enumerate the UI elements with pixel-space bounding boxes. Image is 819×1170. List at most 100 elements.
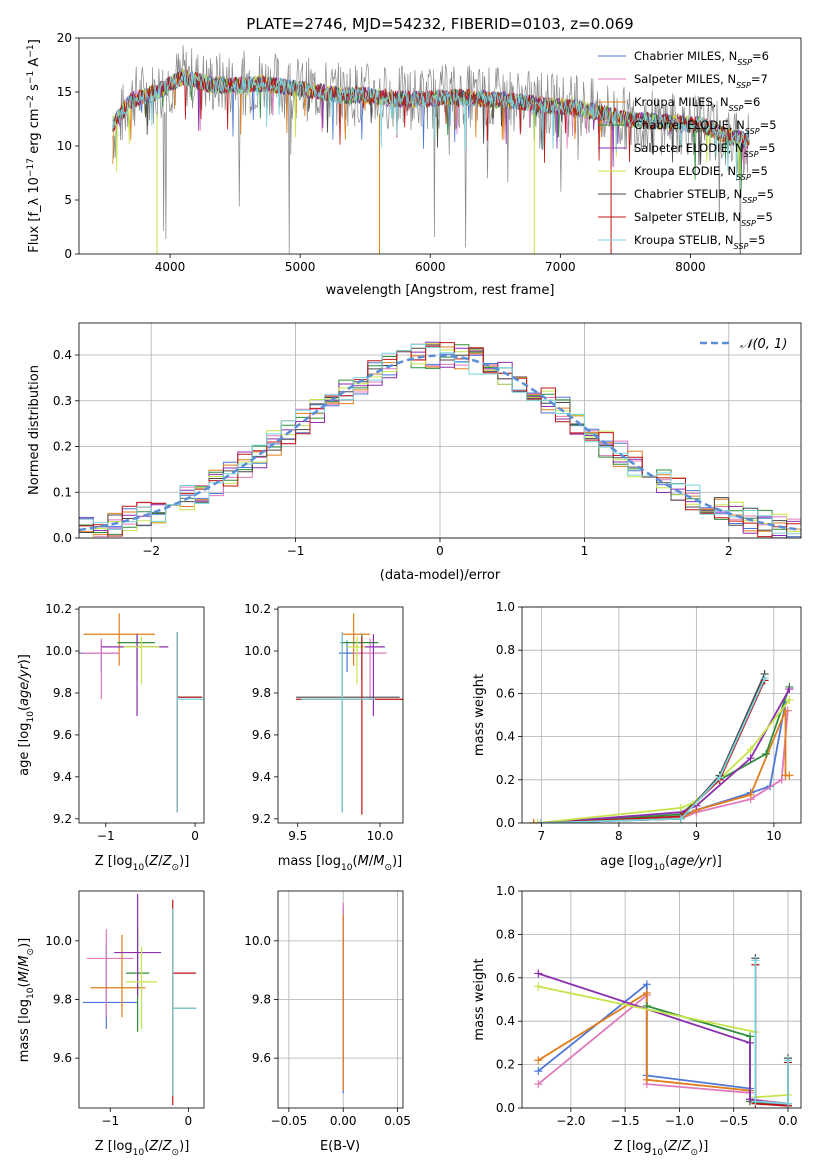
x-tick-label: 8000	[675, 260, 706, 274]
x-tick-label: −1	[287, 544, 305, 558]
mass-weight-marker	[762, 749, 771, 758]
plot-area	[296, 613, 403, 815]
residual-histogram-panel: −2 −1 0 1 2 0.0 0.1 0.2 0.3 0.4 (data-model)/error…	[27, 322, 802, 583]
legend-label: Chabrier STELIB, NSSP=5	[634, 187, 774, 205]
x-tick-label: 0	[191, 829, 199, 843]
x-tick-label: −2.0	[556, 1114, 585, 1128]
mass-weight-marker	[745, 1038, 754, 1047]
y-axis-label: Normed distribution	[27, 365, 42, 495]
mass-weight-line	[533, 701, 787, 823]
x-tick-label: −1.0	[665, 1114, 694, 1128]
x-tick-label: −2	[142, 544, 160, 558]
x-tick-label: 1	[581, 544, 589, 558]
age-vs-mass-panel: 9.5 10.0 9.2 9.4 9.6 9.8 10.0 10.2 mass [log10(M…	[244, 602, 404, 873]
plot-area	[79, 613, 204, 813]
y-axis-label: mass [log10(M/M⊙)]	[17, 938, 36, 1062]
y-tick-label: 20	[57, 31, 72, 45]
x-axis-label: Z [log10(Z/Z⊙)]	[95, 854, 190, 873]
x-tick-label: 0.05	[384, 1114, 411, 1128]
x-axis-label: age [log10(age/yr)]	[600, 854, 722, 873]
x-tick-label: −1	[101, 1114, 119, 1128]
y-tick-label: 0.6	[496, 686, 515, 700]
mass-weight-marker	[676, 814, 685, 823]
plot-area	[112, 45, 750, 254]
x-axis-label: E(B-V)	[320, 1139, 360, 1154]
mass-weight-marker	[534, 969, 543, 978]
legend-label: Salpeter STELIB, NSSP=5	[634, 210, 773, 228]
x-tick-label: 7000	[545, 260, 576, 274]
legend-label: Salpeter MILES, NSSP=7	[634, 72, 768, 90]
y-tick-label: 9.6	[252, 728, 271, 742]
massweight-vs-age-panel: 7 8 9 10 0.0 0.2 0.4 0.6 0.8 1.0 mass weight age [l…	[472, 600, 802, 873]
y-tick-label: 0.2	[53, 440, 72, 454]
y-axis-label: mass weight	[472, 674, 487, 756]
mass-weight-marker	[745, 1095, 754, 1104]
mass-weight-line	[754, 960, 789, 1105]
x-tick-label: 4000	[155, 260, 186, 274]
mass-weight-marker	[676, 803, 685, 812]
plot-area	[529, 669, 794, 823]
x-tick-label: 2	[725, 544, 733, 558]
y-tick-label: 0.1	[53, 485, 72, 499]
y-tick-label: 0.2	[496, 1058, 515, 1072]
x-tick-label: 0.00	[330, 1114, 357, 1128]
data-spectrum-line	[112, 45, 750, 254]
axes-frame	[78, 606, 205, 824]
y-tick-label: 15	[57, 85, 72, 99]
y-tick-label: 9.8	[53, 686, 72, 700]
x-tick-label: 7	[538, 829, 546, 843]
y-tick-label: 10.0	[45, 934, 72, 948]
x-tick-label: −0.5	[719, 1114, 748, 1128]
x-tick-label: 0	[185, 1114, 193, 1128]
y-tick-label: 9.6	[252, 1051, 271, 1065]
y-tick-label: 9.6	[53, 1051, 72, 1065]
y-tick-label: 0.8	[496, 927, 515, 941]
mass-vs-metallicity-panel: −1 0 9.6 9.8 10.0 Z [log10(Z/Z⊙)] mass [log10(…	[17, 890, 205, 1158]
y-tick-label: 0.0	[496, 1101, 515, 1115]
mass-weight-marker	[746, 790, 755, 799]
x-tick-label: −1	[97, 829, 115, 843]
legend-label: Kroupa ELODIE, NSSP=5	[634, 164, 768, 182]
y-tick-label: 10.0	[244, 934, 271, 948]
mass-weight-marker	[534, 1056, 543, 1065]
residual-histogram-step	[79, 343, 801, 538]
x-tick-label: −0.05	[270, 1114, 307, 1128]
y-tick-label: 0.8	[496, 643, 515, 657]
x-tick-label: 6000	[415, 260, 446, 274]
y-tick-label: 0.4	[53, 348, 72, 362]
y-tick-label: 0.6	[496, 971, 515, 985]
y-tick-label: 9.6	[53, 728, 72, 742]
y-tick-label: 9.8	[252, 993, 271, 1007]
mass-weight-marker	[534, 982, 543, 991]
y-tick-label: 0.3	[53, 394, 72, 408]
x-axis-label: wavelength [Angstrom, rest frame]	[326, 283, 555, 298]
axes-frame	[78, 322, 802, 539]
y-tick-label: 9.2	[53, 812, 72, 826]
x-tick-label: 10	[766, 829, 781, 843]
mass-weight-marker	[785, 771, 794, 780]
mass-weight-marker	[537, 819, 546, 823]
massweight-vs-metallicity-panel: −2.0 −1.5 −1.0 −0.5 0.0 0.0 0.2 0.4 0.6 0.8 1.0 mas…	[472, 884, 802, 1158]
y-tick-label: 0.0	[53, 531, 72, 545]
mass-weight-marker	[534, 1080, 543, 1089]
axes-frame	[521, 606, 802, 824]
y-tick-label: 0.0	[496, 816, 515, 830]
mass-weight-marker	[785, 685, 794, 694]
y-tick-label: 9.4	[252, 770, 271, 784]
plot-area	[534, 954, 792, 1108]
x-tick-label: 0.0	[778, 1114, 797, 1128]
y-tick-label: 1.0	[496, 884, 515, 898]
y-tick-label: 10	[57, 139, 72, 153]
mass-weight-marker	[746, 745, 755, 754]
mass-weight-marker	[760, 674, 769, 683]
x-axis-label: mass [log10(M/M⊙)]	[278, 854, 402, 873]
mass-weight-marker	[783, 1099, 792, 1108]
mass-weight-marker	[777, 775, 786, 784]
y-tick-label: 1.0	[496, 600, 515, 614]
y-tick-label: 0.4	[496, 730, 515, 744]
legend-label: Kroupa STELIB, NSSP=5	[634, 233, 765, 251]
model-spectrum-line	[112, 71, 750, 182]
x-tick-label: 9	[693, 829, 701, 843]
x-axis-label: (data-model)/error	[380, 568, 501, 583]
axes-frame	[78, 37, 802, 255]
